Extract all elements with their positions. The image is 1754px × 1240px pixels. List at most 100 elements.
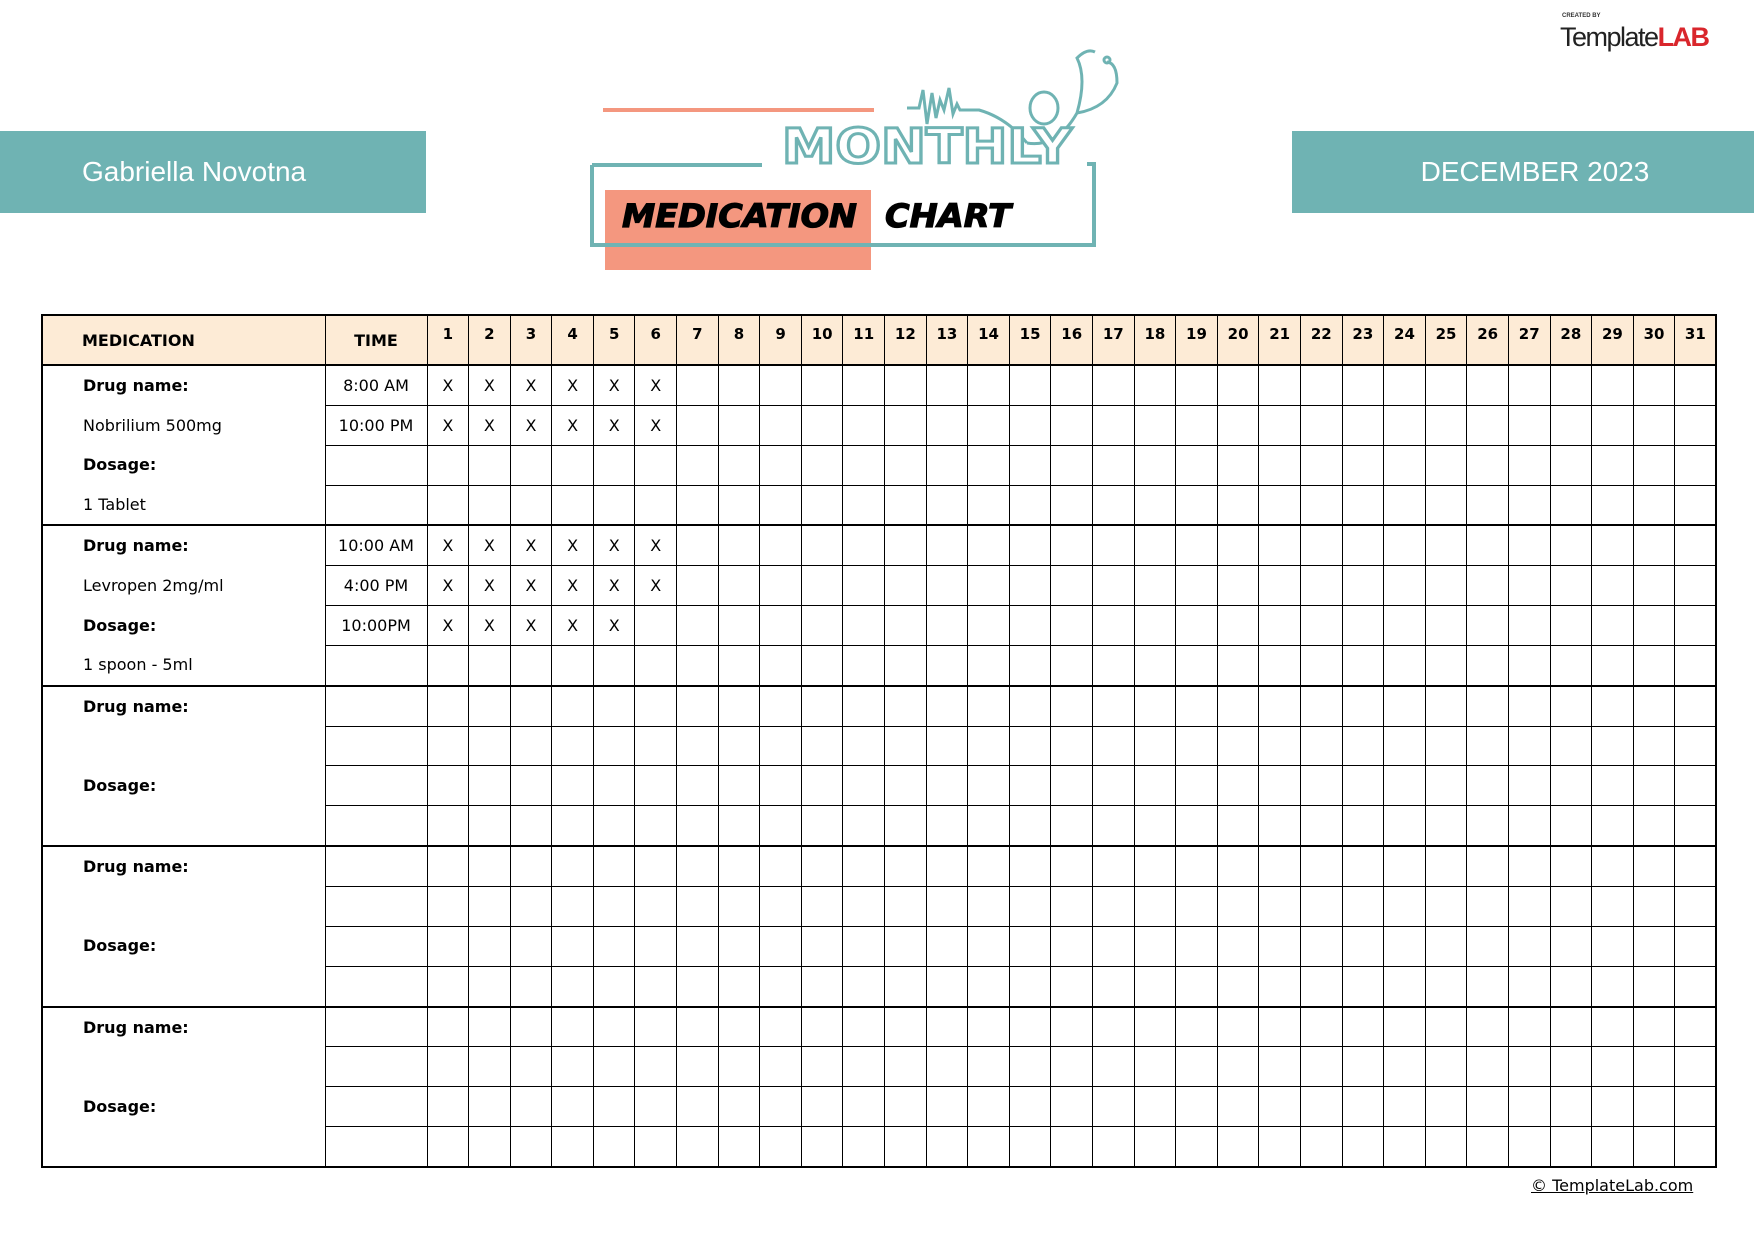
day-cell[interactable] <box>759 444 802 486</box>
day-cell[interactable] <box>1008 925 1052 967</box>
day-cell[interactable] <box>1050 1125 1093 1168</box>
day-cell[interactable] <box>1549 885 1593 927</box>
day-cell[interactable] <box>884 484 927 526</box>
day-cell[interactable] <box>1258 444 1301 486</box>
day-cell[interactable] <box>1133 845 1177 887</box>
time-cell[interactable] <box>324 965 428 1008</box>
day-cell[interactable] <box>1299 765 1343 807</box>
day-cell[interactable]: X <box>468 404 511 446</box>
day-cell[interactable] <box>1258 725 1301 767</box>
day-cell[interactable] <box>925 484 969 526</box>
day-cell[interactable] <box>800 404 844 446</box>
day-cell[interactable] <box>1507 444 1551 486</box>
day-cell[interactable] <box>592 845 636 887</box>
day-cell[interactable] <box>1050 925 1093 967</box>
day-cell[interactable] <box>1299 684 1343 727</box>
day-cell[interactable] <box>1216 444 1260 486</box>
day-cell[interactable] <box>1424 605 1468 646</box>
day-cell[interactable] <box>925 404 969 446</box>
day-cell[interactable] <box>842 484 886 526</box>
day-cell[interactable] <box>1632 925 1676 967</box>
day-cell[interactable] <box>1466 805 1509 847</box>
day-cell[interactable] <box>842 444 886 486</box>
day-cell[interactable] <box>1299 925 1343 967</box>
day-cell[interactable] <box>1507 363 1551 406</box>
day-cell[interactable] <box>842 1125 886 1168</box>
day-cell[interactable] <box>967 1086 1010 1127</box>
day-cell[interactable] <box>634 1005 678 1048</box>
day-cell[interactable] <box>1383 1125 1426 1168</box>
day-cell[interactable] <box>1674 524 1717 567</box>
day-cell[interactable] <box>634 805 678 847</box>
day-cell[interactable] <box>1632 845 1676 887</box>
day-cell[interactable] <box>1466 644 1509 687</box>
day-cell[interactable] <box>1341 644 1385 687</box>
day-cell[interactable] <box>1341 1046 1385 1088</box>
day-cell[interactable] <box>967 684 1010 727</box>
day-cell[interactable] <box>1549 965 1593 1008</box>
day-cell[interactable] <box>1424 363 1468 406</box>
day-cell[interactable] <box>1299 1005 1343 1048</box>
medication-cell[interactable]: Drug name: Dosage: <box>41 1005 326 1168</box>
day-cell[interactable] <box>592 1005 636 1048</box>
day-cell[interactable] <box>1050 684 1093 727</box>
day-cell[interactable] <box>1175 1125 1218 1168</box>
day-cell[interactable] <box>842 363 886 406</box>
day-cell[interactable] <box>509 644 553 687</box>
day-cell[interactable] <box>800 524 844 567</box>
day-cell[interactable] <box>509 484 553 526</box>
day-cell[interactable] <box>884 1086 927 1127</box>
day-cell[interactable] <box>1591 1125 1634 1168</box>
time-cell[interactable]: 8:00 AM <box>324 363 428 406</box>
day-cell[interactable] <box>551 1005 594 1048</box>
day-cell[interactable] <box>1549 524 1593 567</box>
day-cell[interactable] <box>634 765 678 807</box>
day-cell[interactable] <box>1591 363 1634 406</box>
day-cell[interactable] <box>1175 805 1218 847</box>
day-cell[interactable] <box>1258 484 1301 526</box>
day-cell[interactable] <box>884 684 927 727</box>
time-cell[interactable] <box>324 845 428 887</box>
day-cell[interactable]: X <box>592 404 636 446</box>
day-cell[interactable] <box>1591 1046 1634 1088</box>
day-cell[interactable] <box>509 1086 553 1127</box>
day-cell[interactable] <box>1299 965 1343 1008</box>
day-cell[interactable] <box>1216 925 1260 967</box>
day-cell[interactable] <box>1092 363 1135 406</box>
day-cell[interactable] <box>1216 684 1260 727</box>
day-cell[interactable] <box>1008 765 1052 807</box>
day-cell[interactable] <box>592 885 636 927</box>
day-cell[interactable] <box>1341 484 1385 526</box>
day-cell[interactable] <box>967 605 1010 646</box>
day-cell[interactable] <box>1299 1086 1343 1127</box>
day-cell[interactable] <box>1507 805 1551 847</box>
day-cell[interactable] <box>592 925 636 967</box>
day-cell[interactable] <box>717 565 761 607</box>
day-cell[interactable] <box>1050 565 1093 607</box>
day-cell[interactable] <box>1549 925 1593 967</box>
day-cell[interactable] <box>676 524 719 567</box>
day-cell[interactable] <box>426 765 470 807</box>
day-cell[interactable]: X <box>509 605 553 646</box>
day-cell[interactable] <box>468 765 511 807</box>
day-cell[interactable] <box>925 805 969 847</box>
day-cell[interactable] <box>1050 605 1093 646</box>
day-cell[interactable] <box>925 363 969 406</box>
day-cell[interactable] <box>1299 404 1343 446</box>
day-cell[interactable] <box>842 524 886 567</box>
day-cell[interactable]: X <box>426 524 470 567</box>
day-cell[interactable] <box>426 1086 470 1127</box>
time-cell[interactable] <box>324 805 428 847</box>
day-cell[interactable] <box>967 845 1010 887</box>
day-cell[interactable] <box>1341 565 1385 607</box>
day-cell[interactable] <box>759 885 802 927</box>
day-cell[interactable] <box>1507 1125 1551 1168</box>
day-cell[interactable] <box>884 965 927 1008</box>
day-cell[interactable] <box>676 484 719 526</box>
day-cell[interactable] <box>1133 885 1177 927</box>
day-cell[interactable] <box>1092 765 1135 807</box>
day-cell[interactable] <box>1424 644 1468 687</box>
day-cell[interactable] <box>800 845 844 887</box>
day-cell[interactable] <box>1133 1125 1177 1168</box>
day-cell[interactable] <box>1507 925 1551 967</box>
